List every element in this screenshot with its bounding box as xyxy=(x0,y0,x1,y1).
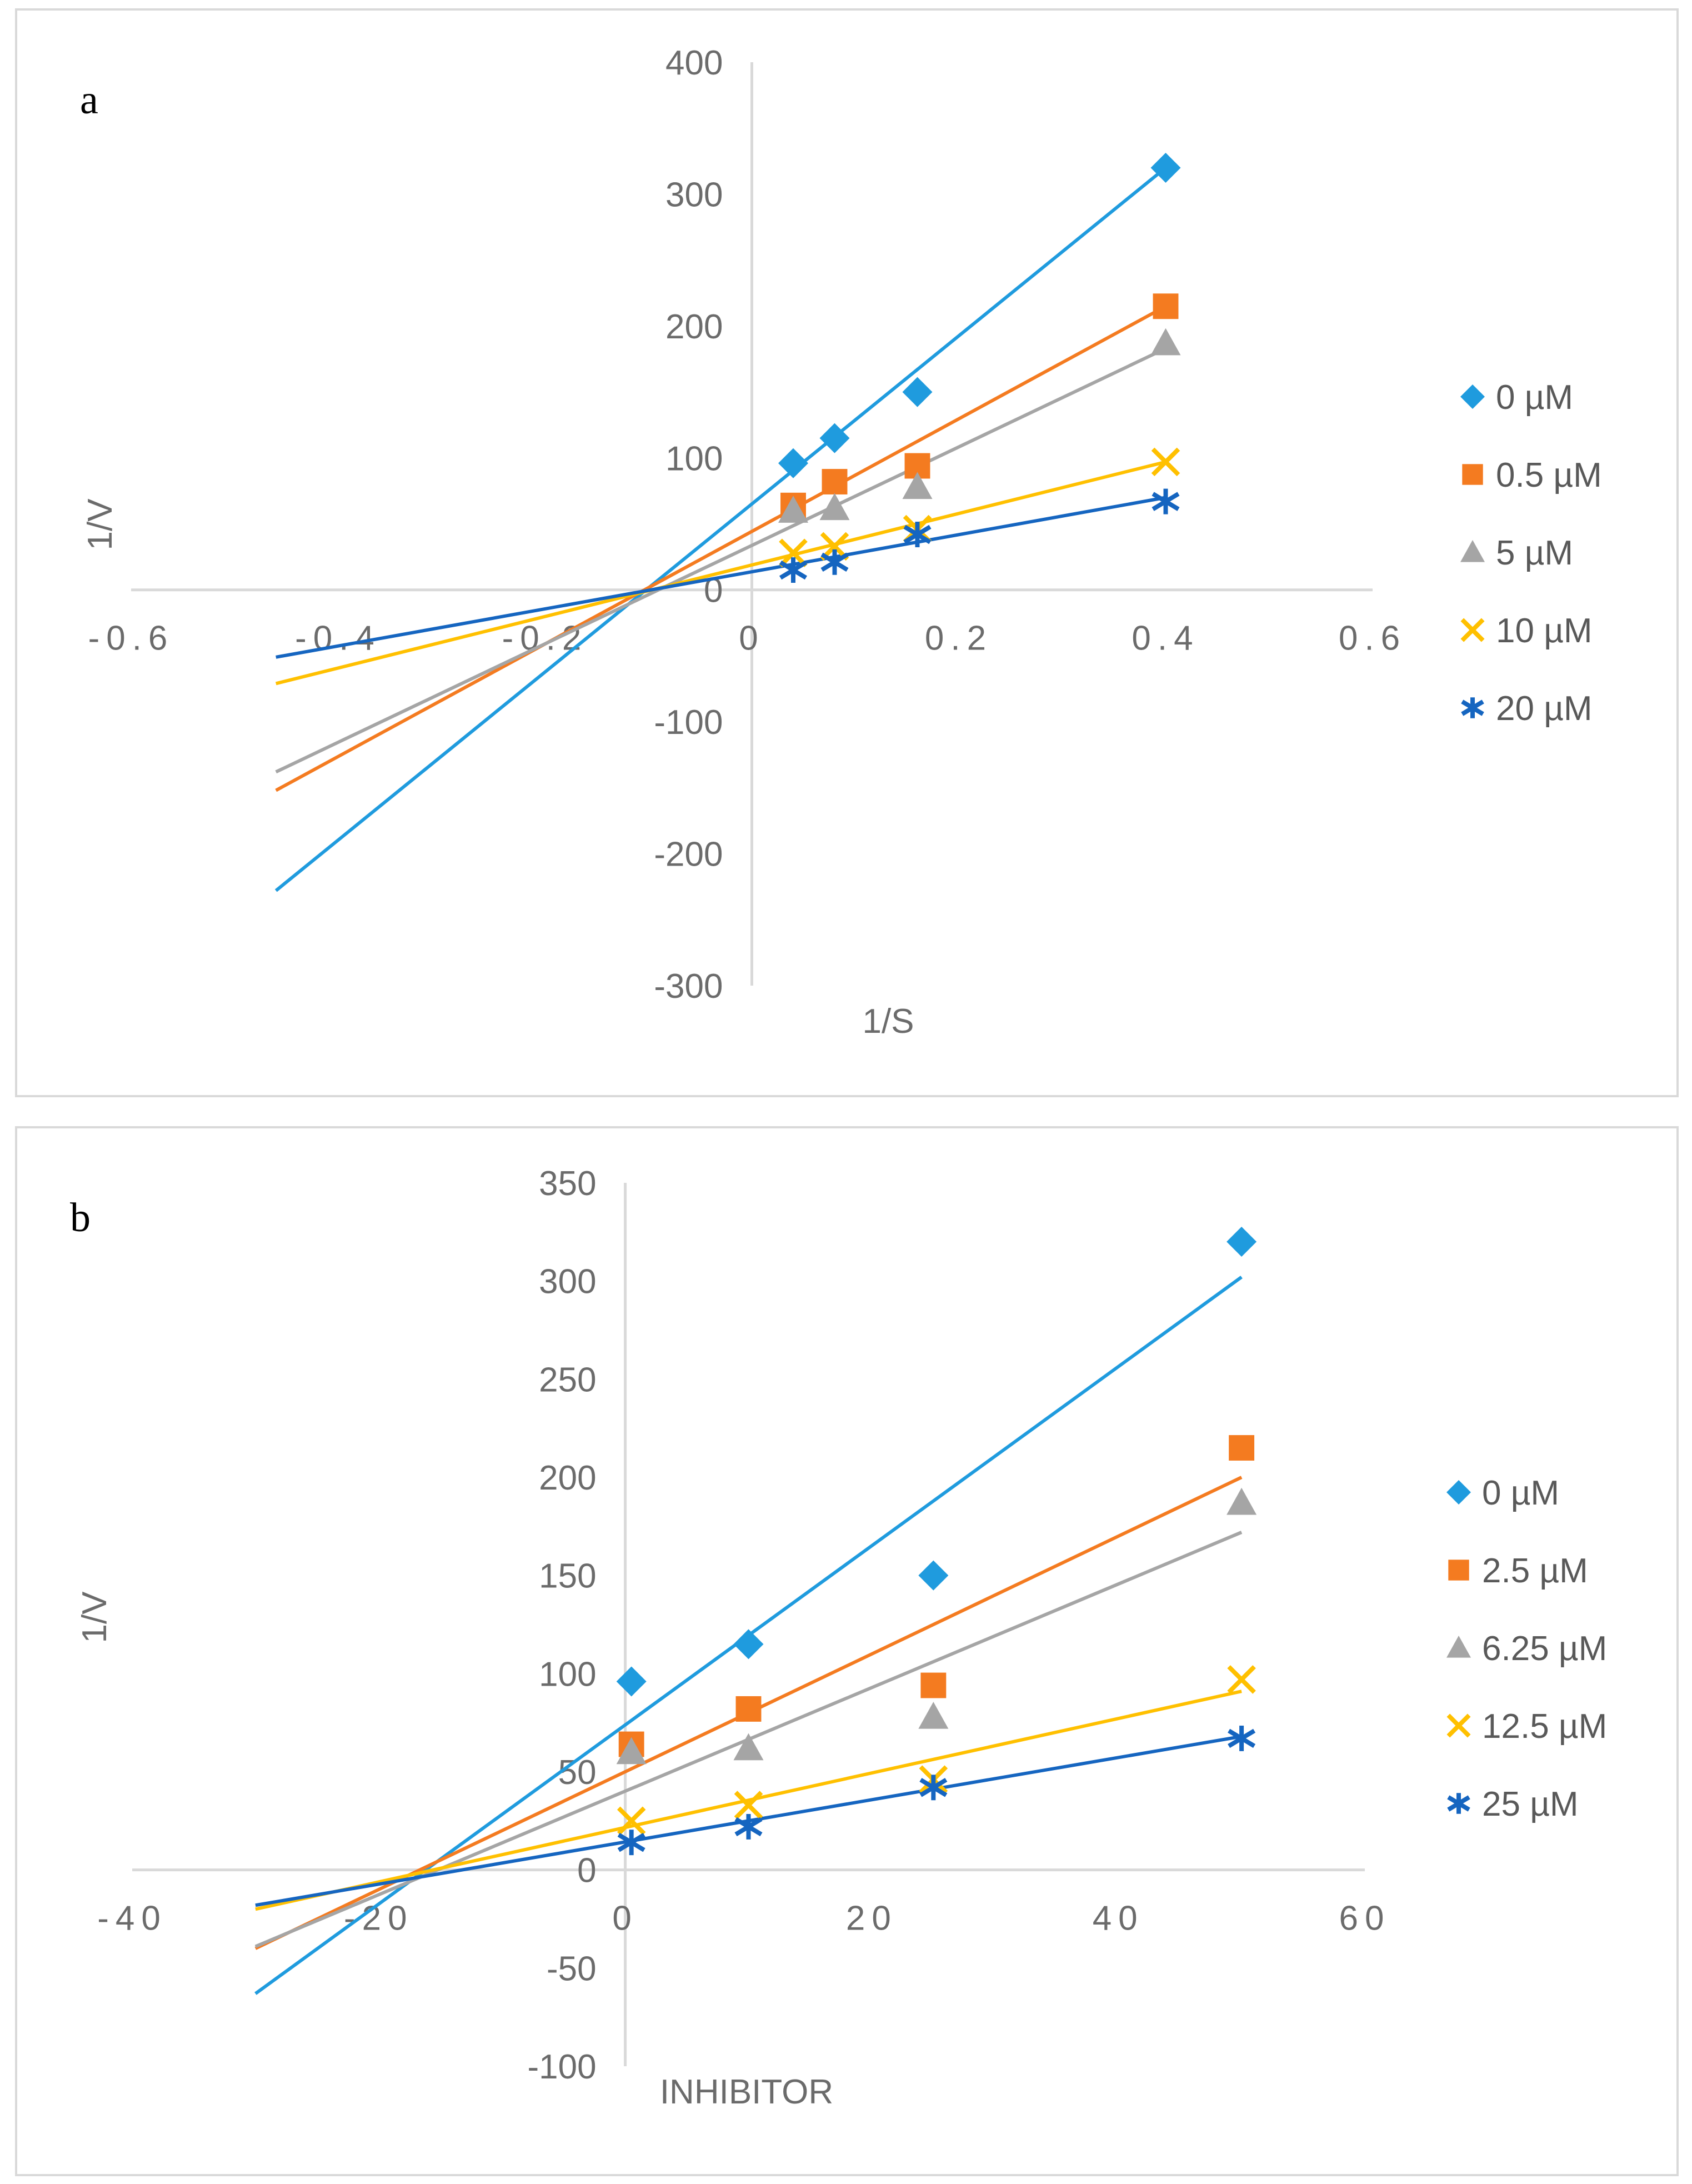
chart-a-data-point xyxy=(822,469,848,494)
chart-a-legend-marker xyxy=(1460,618,1485,642)
chart-a-y-tick-label: 400 xyxy=(665,44,723,82)
chart-b-data-point xyxy=(734,1813,763,1840)
chart-a-data-point xyxy=(779,557,808,583)
chart-b-y-tick-label: 300 xyxy=(539,1263,596,1301)
chart-a-legend-label: 5 µM xyxy=(1496,534,1573,572)
chart-b-legend-label: 6.25 µM xyxy=(1482,1630,1607,1668)
chart-a-data-point xyxy=(1150,152,1181,183)
chart-a-x-tick-label: 0.2 xyxy=(925,619,993,658)
chart-b-data-point xyxy=(734,1791,763,1820)
chart-b-data-point xyxy=(1227,1665,1256,1694)
chart-b-trendline xyxy=(255,1690,1242,1911)
chart-a-y-tick-label: 200 xyxy=(665,308,723,346)
chart-a-x-axis-title: 1/S xyxy=(862,1002,914,1041)
chart-b-legend-marker xyxy=(1446,1713,1471,1738)
chart-b-x-tick-label: 40 xyxy=(1093,1900,1144,1938)
chart-a-x-tick-label: 0.6 xyxy=(1339,619,1406,658)
chart-a-trendline xyxy=(275,347,1167,774)
chart-panel-a: a -0.6 -0.4 -0.2 0 0.2 0.4 0.6 -300 -200 -100 0 100 2… xyxy=(15,8,1679,1097)
chart-b-x-tick-label: 20 xyxy=(846,1900,898,1938)
chart-a-data-point xyxy=(778,496,808,523)
chart-a-trendline xyxy=(274,166,1167,892)
chart-a-data-point xyxy=(1150,328,1181,356)
chart-a-legend-marker xyxy=(1460,384,1485,409)
chart-a-data-point xyxy=(902,377,933,407)
chart-a-trendline xyxy=(276,460,1167,686)
chart-a-y-tick-label: -300 xyxy=(654,967,723,1006)
chart-panel-b: b -40 -20 0 20 40 60 -100 -50 0 50 100 150 200 250 300 3… xyxy=(15,1126,1679,2176)
chart-b-x-tick-label: 60 xyxy=(1339,1900,1391,1938)
chart-a-legend-label: 0.5 µM xyxy=(1496,456,1602,494)
chart-a-panel-label: a xyxy=(80,77,98,123)
chart-a-data-point xyxy=(902,472,933,499)
chart-b-legend-marker xyxy=(1448,1560,1469,1581)
chart-b-x-axis-title: INHIBITOR xyxy=(660,2073,833,2111)
chart-a-y-axis-title: 1/V xyxy=(81,498,119,551)
chart-a-y-tick-label: -200 xyxy=(654,836,723,874)
chart-b-legend-label: 2.5 µM xyxy=(1482,1552,1588,1590)
chart-b-data-point xyxy=(733,1733,764,1761)
chart-a-y-tick-label: 100 xyxy=(665,439,723,478)
chart-b-data-point xyxy=(1227,1487,1257,1515)
chart-b-x-tick-label: -40 xyxy=(97,1900,167,1938)
chart-a-data-point xyxy=(819,423,850,453)
chart-b-y-tick-label: 0 xyxy=(577,1852,596,1890)
chart-a-data-point xyxy=(1151,447,1180,477)
chart-b-data-point xyxy=(919,1775,948,1801)
chart-b-data-point xyxy=(1228,1725,1256,1751)
chart-a-legend-marker xyxy=(1461,697,1484,718)
chart-b-y-tick-label: 150 xyxy=(539,1557,596,1596)
chart-b-legend-label: 12.5 µM xyxy=(1482,1707,1607,1746)
chart-a-data-point xyxy=(820,549,849,575)
chart-b-x-tick-label: 0 xyxy=(612,1900,638,1938)
chart-b-legend-label: 25 µM xyxy=(1482,1785,1579,1823)
chart-b-y-tick-label: -50 xyxy=(547,1950,597,1988)
chart-b-y-axis-title: 1/V xyxy=(76,1591,114,1643)
chart-b-data-point xyxy=(616,1737,647,1765)
chart-a-legend-marker xyxy=(1460,540,1485,562)
chart-b-data-point xyxy=(1229,1435,1255,1461)
chart-a-data-point xyxy=(819,493,850,521)
chart-b-panel-label: b xyxy=(70,1195,91,1241)
chart-a-trendline xyxy=(276,496,1167,659)
chart-a-y-tick-label: 300 xyxy=(665,176,723,214)
chart-b-legend-marker xyxy=(1447,1793,1470,1814)
chart-a-data-point xyxy=(1152,488,1180,514)
chart-b-data-point xyxy=(616,1666,647,1697)
chart-a-legend-label: 20 µM xyxy=(1496,689,1593,728)
chart-b-data-point xyxy=(918,1560,949,1591)
chart-a-legend-marker xyxy=(1462,464,1483,485)
chart-a-legend-label: 10 µM xyxy=(1496,612,1593,650)
chart-a-canvas: a-0.6 -0.4 -0.2 0 0.2 0.4 0.6-300-200-10001002… xyxy=(80,44,1602,1041)
chart-a-legend-label: 0 µM xyxy=(1496,378,1573,417)
chart-b-data-point xyxy=(735,1696,762,1722)
chart-a-trendline xyxy=(275,304,1167,792)
chart-b-data-point xyxy=(1227,1227,1257,1257)
chart-a-y-tick-label: -100 xyxy=(654,703,723,742)
chart-b-data-point xyxy=(733,1629,764,1660)
chart-b-y-tick-label: 100 xyxy=(539,1655,596,1693)
chart-b-legend-marker xyxy=(1446,1480,1471,1505)
chart-b-data-point xyxy=(617,1830,645,1856)
chart-b-y-tick-label: 200 xyxy=(539,1459,596,1497)
chart-b-canvas: b-40 -20 0 20 40 60-100-500501001502002503003… xyxy=(70,1165,1607,2111)
chart-b-y-tick-label: 250 xyxy=(539,1361,596,1399)
chart-b-data-point xyxy=(920,1672,947,1698)
chart-b-y-tick-label: -100 xyxy=(528,2048,597,2086)
chart-a-x-tick-label: 0 xyxy=(739,619,764,658)
chart-b-legend-marker xyxy=(1446,1636,1471,1658)
chart-b-legend-label: 0 µM xyxy=(1482,1474,1559,1512)
chart-a-data-point xyxy=(778,448,808,478)
chart-a-x-tick-label: -0.6 xyxy=(88,619,174,658)
chart-a-data-point xyxy=(903,522,932,547)
chart-a-data-point xyxy=(1153,293,1179,319)
chart-b-data-point xyxy=(918,1702,949,1729)
chart-b-y-tick-label: 350 xyxy=(539,1165,596,1203)
chart-b-data-point xyxy=(617,1806,646,1836)
chart-a-x-tick-label: 0.4 xyxy=(1132,619,1199,658)
chart-a-data-point xyxy=(779,538,808,568)
